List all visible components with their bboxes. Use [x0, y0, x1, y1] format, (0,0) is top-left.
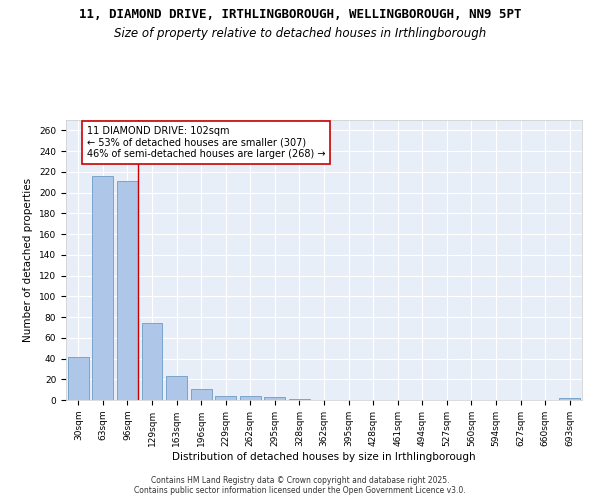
Bar — [215, 396, 236, 400]
X-axis label: Distribution of detached houses by size in Irthlingborough: Distribution of detached houses by size … — [172, 452, 476, 462]
Bar — [559, 398, 580, 400]
Text: 11 DIAMOND DRIVE: 102sqm
← 53% of detached houses are smaller (307)
46% of semi-: 11 DIAMOND DRIVE: 102sqm ← 53% of detach… — [86, 126, 325, 159]
Text: Contains HM Land Registry data © Crown copyright and database right 2025.
Contai: Contains HM Land Registry data © Crown c… — [134, 476, 466, 495]
Bar — [166, 376, 187, 400]
Text: 11, DIAMOND DRIVE, IRTHLINGBOROUGH, WELLINGBOROUGH, NN9 5PT: 11, DIAMOND DRIVE, IRTHLINGBOROUGH, WELL… — [79, 8, 521, 20]
Y-axis label: Number of detached properties: Number of detached properties — [23, 178, 34, 342]
Bar — [191, 388, 212, 400]
Bar — [265, 397, 286, 400]
Bar — [117, 181, 138, 400]
Bar — [92, 176, 113, 400]
Bar — [289, 399, 310, 400]
Bar — [68, 358, 89, 400]
Bar — [142, 324, 163, 400]
Bar — [240, 396, 261, 400]
Text: Size of property relative to detached houses in Irthlingborough: Size of property relative to detached ho… — [114, 28, 486, 40]
